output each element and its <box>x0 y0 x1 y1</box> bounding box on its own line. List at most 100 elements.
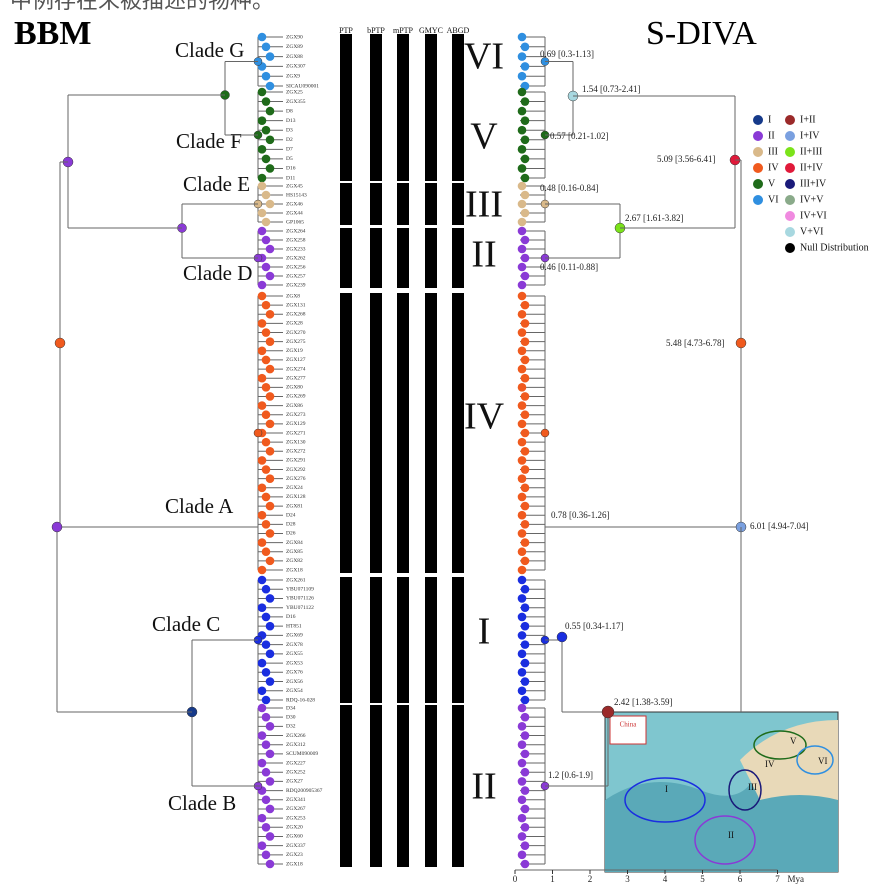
tip-dot <box>262 520 271 529</box>
tip-dot <box>262 356 271 365</box>
legend-label: Null Distribution <box>800 242 869 253</box>
tip-dot <box>518 145 527 154</box>
delimitation-bar <box>425 34 437 89</box>
tip-dot <box>518 566 527 575</box>
tip-dot <box>518 126 527 135</box>
node-pie <box>52 522 62 532</box>
tip-dot <box>266 310 275 319</box>
tip-dot <box>521 502 530 511</box>
tip-dot <box>521 823 530 832</box>
tip-dot <box>521 135 530 144</box>
tip-label: ZGX277 <box>286 375 306 381</box>
legend-swatch <box>785 115 795 125</box>
tip-dot <box>518 52 527 61</box>
tip-dot <box>518 511 527 520</box>
tip-dot <box>518 310 527 319</box>
tip-dot <box>521 209 530 218</box>
legend-label: IV+VI <box>800 210 827 221</box>
tip-label: ZGX275 <box>286 339 306 345</box>
tip-label: ZGX82 <box>286 558 303 564</box>
tip-dot <box>262 547 271 556</box>
legend-label: V+VI <box>800 226 823 237</box>
tip-dot <box>262 613 271 622</box>
tip-label: ZGX55 <box>286 651 303 657</box>
tip-label: ZGX266 <box>286 733 306 739</box>
tip-dot <box>266 677 275 686</box>
tip-dot <box>258 603 267 612</box>
node-age-label: 2.42 [1.38-3.59] <box>614 697 673 707</box>
tip-dot <box>518 493 527 502</box>
tip-label: ZGX262 <box>286 255 306 261</box>
tip-dot <box>521 585 530 594</box>
tip-dot <box>518 740 527 749</box>
tip-label: YBU071122 <box>286 605 314 611</box>
tip-dot <box>258 174 267 183</box>
tip-dot <box>262 236 271 245</box>
tip-dot <box>521 191 530 200</box>
tip-label: HS15143 <box>286 192 307 198</box>
tip-dot <box>258 484 267 493</box>
tip-dot <box>518 33 527 42</box>
tip-label: ZGX18 <box>286 861 303 867</box>
delimitation-bar <box>425 89 437 181</box>
delimitation-bar <box>397 293 409 573</box>
tip-dot <box>521 750 530 759</box>
tip-dot <box>266 474 275 483</box>
tip-dot <box>258 401 267 410</box>
node-pie <box>736 338 746 348</box>
tip-label: D11 <box>286 175 296 181</box>
tip-dot <box>262 43 271 52</box>
delimitation-bar <box>340 293 352 573</box>
tip-label: ZGX25 <box>286 89 303 95</box>
tip-dot <box>518 613 527 622</box>
tip-label: YBU071126 <box>286 596 314 602</box>
tip-label: ZGX128 <box>286 494 306 500</box>
legend-swatch <box>753 131 763 141</box>
tip-label: ZGX24 <box>286 485 303 491</box>
tip-dot <box>258 456 267 465</box>
legend-swatch <box>753 147 763 157</box>
tip-dot <box>518 227 527 236</box>
delimitation-bar <box>397 34 409 89</box>
tip-label: RDQ200905367 <box>286 788 323 794</box>
tip-dot <box>262 328 271 337</box>
axis-tick-label: 5 <box>700 874 705 884</box>
tip-label: ZGX18 <box>286 567 303 573</box>
tip-dot <box>266 502 275 511</box>
legend-label: V <box>768 178 776 189</box>
tip-label: D7 <box>286 147 293 153</box>
tip-label: ZGX90 <box>286 34 303 40</box>
tip-label: ZGX86 <box>286 403 303 409</box>
tip-label: ZGX81 <box>286 503 303 509</box>
tip-label: ZGX269 <box>286 394 306 400</box>
tip-label: ZGX85 <box>286 549 303 555</box>
tip-dot <box>266 832 275 841</box>
tip-label: D2 <box>286 137 293 143</box>
tip-dot <box>521 465 530 474</box>
tip-dot <box>266 365 275 374</box>
tip-label: ZGX69 <box>286 633 303 639</box>
tip-label: ZGX256 <box>286 264 306 270</box>
legend-label: III <box>768 146 778 157</box>
clade-label: Clade A <box>165 494 234 518</box>
tip-dot <box>521 768 530 777</box>
tip-dot <box>262 740 271 749</box>
tip-dot <box>262 585 271 594</box>
tip-dot <box>518 456 527 465</box>
tip-dot <box>262 263 271 272</box>
tip-label: ZGX274 <box>286 366 306 372</box>
map-region-label: V <box>790 736 797 746</box>
tip-dot <box>258 814 267 823</box>
axis-tick-label: 0 <box>513 874 518 884</box>
tip-dot <box>262 301 271 310</box>
node-pie <box>541 429 549 437</box>
group-numeral: IV <box>464 396 505 438</box>
tip-dot <box>262 823 271 832</box>
tip-dot <box>266 82 275 91</box>
legend-label: IV <box>768 162 779 173</box>
tip-dot <box>266 750 275 759</box>
tip-label: D34 <box>286 705 296 711</box>
tip-dot <box>518 438 527 447</box>
tip-dot <box>266 52 275 61</box>
legend-label: I+IV <box>800 130 820 141</box>
